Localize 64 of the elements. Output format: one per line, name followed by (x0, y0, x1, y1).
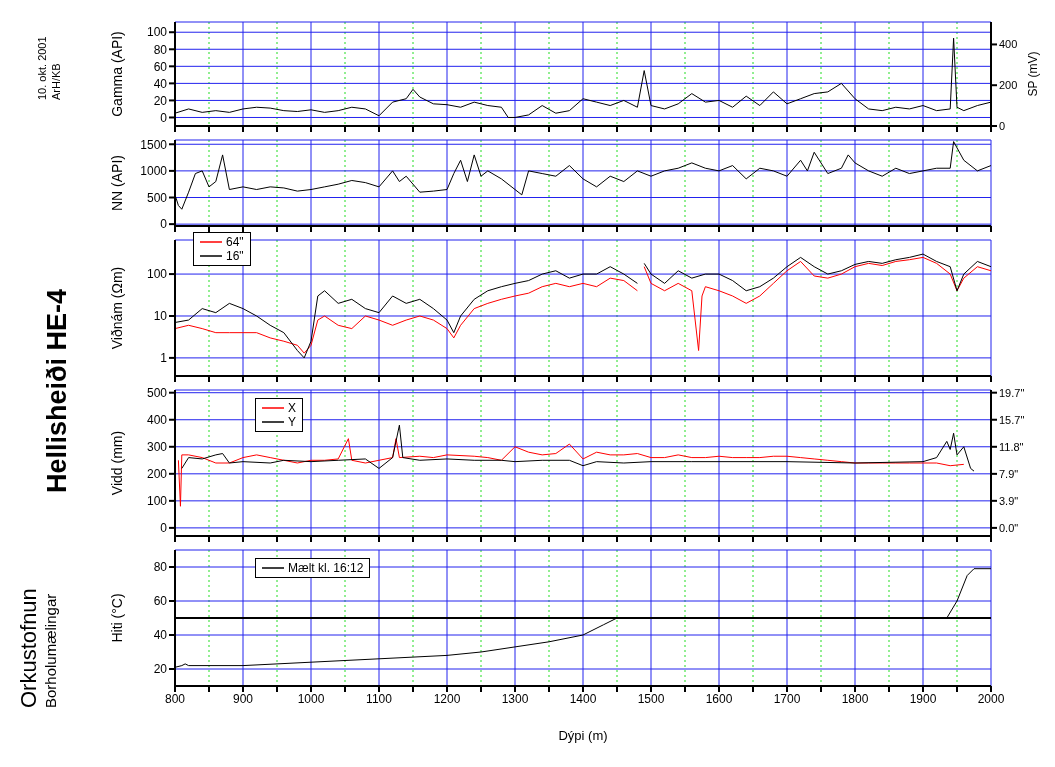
y-tick-label: 100 (146, 494, 168, 509)
y2-tick-label: 7.9" (999, 467, 1019, 480)
text: Hellisheiði HE-4 (42, 288, 73, 493)
x-tick-label: 1900 (909, 691, 937, 706)
x-tick-label: 1100 (366, 691, 393, 706)
x-tick-label: 900 (232, 691, 254, 706)
y-axis-title: Hiti (°C) (108, 593, 125, 643)
y2-tick-label: 0.0" (999, 521, 1019, 534)
text: Borholumælingar (42, 593, 59, 708)
x-tick-label: 800 (164, 691, 186, 706)
y-axis-title: Vidd (mm) (108, 430, 125, 496)
line-series (181, 424, 975, 472)
text: Orkustofnun (16, 588, 42, 708)
y-tick-label: 20 (153, 93, 168, 108)
y2-tick-label: 15.7" (999, 413, 1025, 426)
y-tick-label: 40 (153, 76, 168, 91)
y-tick-label: 1000 (140, 164, 168, 179)
y-tick-label: 80 (153, 42, 168, 57)
y-tick-label: 500 (146, 190, 168, 205)
y-tick-label: 60 (153, 594, 168, 609)
y2-tick-label: 400 (999, 38, 1018, 51)
y-tick-label: 10 (153, 309, 168, 324)
x-tick-label: 1500 (637, 691, 665, 706)
y-tick-label: 100 (146, 25, 168, 40)
y-tick-label: 500 (146, 385, 168, 400)
x-tick-label: 1700 (773, 691, 801, 706)
x-tick-label: 1000 (297, 691, 325, 706)
y2-axis-title: SP (mV) (1026, 51, 1041, 97)
y-tick-label: 0 (160, 217, 168, 232)
x-tick-label: 1400 (569, 691, 597, 706)
y-axis-title: NN (API) (108, 155, 125, 211)
legend-label: 64" (226, 235, 244, 249)
y-tick-label: 1500 (140, 137, 168, 152)
x-tick-label: 1800 (841, 691, 869, 706)
y2-tick-label: 0 (999, 119, 1006, 132)
y-tick-label: 0 (160, 521, 168, 536)
y2-tick-label: 19.7" (999, 386, 1025, 399)
y-tick-label: 400 (146, 413, 168, 427)
legend-label: Mælt kl. 16:12 (288, 561, 364, 575)
x-tick-label: 1200 (433, 691, 461, 706)
legend-label: X (288, 401, 297, 415)
legend-label: Y (288, 415, 297, 429)
y-tick-label: 80 (153, 560, 168, 575)
y-tick-label: 40 (153, 628, 168, 643)
y-tick-label: 200 (146, 467, 168, 482)
line-series (177, 438, 965, 507)
legend-label: 16" (226, 249, 244, 263)
x-tick-label: 1300 (501, 691, 529, 706)
text: ArH/KB (50, 63, 62, 100)
y-tick-label: 300 (146, 440, 168, 455)
y2-tick-label: 11.8" (999, 440, 1024, 453)
y-tick-label: 60 (153, 59, 168, 74)
y-axis-title: Viðnám (Ωm) (108, 266, 125, 350)
x-tick-label: 1600 (705, 691, 733, 706)
y-axis-title: Gamma (API) (108, 31, 125, 117)
x-tick-label: 2000 (977, 691, 1005, 706)
y-tick-label: 20 (153, 662, 168, 677)
x-axis-title: Dýpi (m) (558, 728, 608, 743)
y-tick-label: 0 (160, 110, 168, 125)
text: 10. okt. 2001 (36, 36, 48, 100)
y2-tick-label: 200 (999, 79, 1018, 92)
y-tick-label: 1 (160, 351, 168, 366)
y-tick-label: 100 (146, 267, 168, 282)
y2-tick-label: 3.9" (999, 494, 1019, 507)
